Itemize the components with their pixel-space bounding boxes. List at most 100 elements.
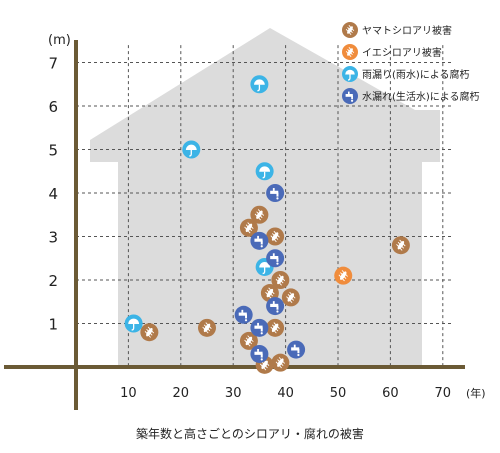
faucet-handle: [241, 309, 244, 313]
termite-leg: [277, 359, 284, 367]
faucet-icon: [291, 347, 300, 351]
x-tick-label: 60: [382, 386, 399, 401]
legend-item: イエシロアリ被害: [342, 44, 442, 60]
termite-leg: [397, 241, 405, 249]
umbrella-icon: [259, 262, 271, 268]
faucet-icon: [345, 94, 353, 97]
faucet-spout: [276, 257, 279, 262]
data-point: [239, 331, 258, 350]
termite-leg: [271, 233, 279, 240]
umbrella-handle: [262, 171, 266, 179]
umbrella-handle: [347, 74, 351, 81]
termite-leg: [205, 322, 212, 330]
faucet-handle: [272, 301, 275, 305]
y-tick-label: 7: [48, 55, 58, 73]
x-tick-label: 50: [330, 386, 347, 401]
termite-leg: [144, 331, 151, 338]
termite-leg: [289, 291, 296, 299]
water-drop: [260, 245, 263, 248]
data-point: [281, 288, 300, 307]
x-tick-label: 30: [225, 386, 242, 401]
umbrella-icon: [259, 166, 271, 172]
faucet-spout: [260, 327, 263, 332]
termite-leg: [244, 226, 251, 234]
data-point: [234, 305, 253, 324]
termite-leg: [273, 230, 280, 238]
termite-leg: [273, 322, 280, 330]
x-tick-label: 20: [173, 386, 190, 401]
faucet-handle: [272, 188, 275, 191]
termite-leg: [261, 361, 268, 369]
legend-label: ヤマトシロアリ被害: [362, 24, 452, 37]
termite-leg: [287, 294, 294, 301]
umbrella-handle: [257, 84, 261, 92]
data-points: [124, 75, 410, 374]
data-point: [334, 266, 353, 285]
data-point: [140, 323, 159, 342]
data-point: [391, 236, 410, 255]
y-tick-labels: 1 2 3 4 5 6 7: [48, 55, 58, 334]
termite-leg: [270, 235, 277, 243]
data-point: [287, 340, 306, 359]
termite-leg: [396, 244, 403, 251]
termite-leg: [259, 363, 267, 371]
faucet-icon: [238, 312, 247, 316]
termite-leg: [245, 337, 253, 345]
water-drop: [276, 310, 279, 313]
termite-leg: [245, 224, 253, 232]
faucet-icon: [270, 303, 279, 307]
termite-leg: [278, 274, 286, 282]
termite-leg: [271, 324, 279, 332]
data-point: [182, 140, 201, 159]
data-point: [266, 227, 285, 246]
termite-leg: [345, 50, 352, 57]
termite-leg: [244, 339, 251, 347]
faucet-icon: [254, 238, 263, 242]
termite-leg: [278, 357, 286, 364]
faucet-icon: [254, 351, 263, 355]
faucet-spout: [260, 240, 263, 245]
data-point: [266, 297, 285, 316]
faucet-icon: [254, 325, 263, 329]
data-point: [271, 353, 290, 372]
termite-leg: [268, 287, 275, 295]
faucet-spout: [351, 95, 353, 100]
faucet-handle: [257, 235, 259, 239]
chart-caption: 築年数と高さごとのシロアリ・腐れの被害: [136, 426, 364, 441]
water-drop: [260, 358, 263, 361]
termite-leg: [277, 276, 284, 284]
termite-leg: [275, 361, 282, 369]
termite-leg: [256, 211, 263, 219]
termite-leg: [270, 326, 277, 334]
y-tick-label: 2: [48, 272, 58, 290]
faucet-spout: [297, 349, 300, 354]
x-tick-label: 70: [435, 386, 452, 401]
data-point: [271, 271, 290, 289]
x-tick-label: 40: [277, 386, 294, 401]
water-drop: [276, 197, 279, 200]
water-drop: [276, 262, 279, 265]
faucet-icon: [270, 256, 279, 260]
termite-leg: [338, 274, 345, 282]
umbrella-icon: [128, 318, 140, 324]
x-tick-label: 10: [120, 386, 137, 401]
umbrella-icon: [185, 144, 197, 150]
faucet-handle: [257, 349, 259, 352]
legend-item: ヤマトシロアリ被害: [342, 22, 452, 38]
water-drop: [350, 99, 354, 102]
y-axis-label: (m): [48, 33, 71, 48]
x-tick-labels: 10 20 30 40 50 60 70: [120, 386, 451, 401]
termite-leg: [340, 272, 347, 280]
faucet-spout: [260, 353, 263, 358]
termite-leg: [202, 326, 209, 334]
faucet-handle: [257, 322, 259, 326]
legend-item: 水漏れ(生活水)による腐朽: [342, 88, 480, 104]
legend-label: 雨漏り(雨水)による腐朽: [362, 68, 470, 81]
legend-label: 水漏れ(生活水)による腐朽: [362, 90, 480, 103]
termite-leg: [146, 328, 153, 336]
data-point: [266, 249, 285, 268]
umbrella-icon: [254, 79, 265, 85]
umbrella-handle: [189, 150, 192, 157]
data-point: [255, 162, 274, 181]
